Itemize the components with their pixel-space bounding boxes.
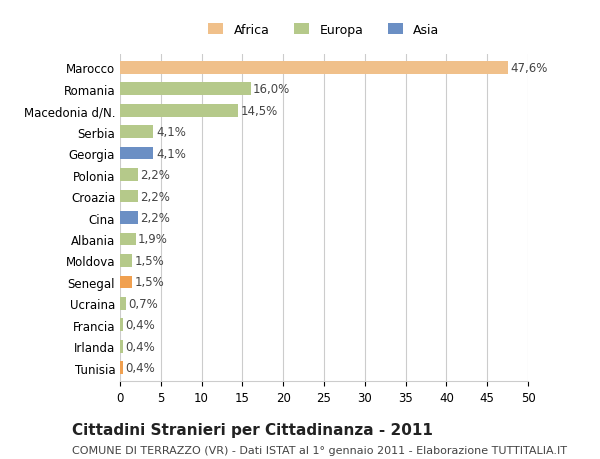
Text: COMUNE DI TERRAZZO (VR) - Dati ISTAT al 1° gennaio 2011 - Elaborazione TUTTITALI: COMUNE DI TERRAZZO (VR) - Dati ISTAT al …	[72, 445, 567, 455]
Legend: Africa, Europa, Asia: Africa, Europa, Asia	[203, 19, 445, 42]
Bar	[120, 212, 138, 224]
Text: 1,9%: 1,9%	[138, 233, 168, 246]
Bar	[120, 83, 251, 96]
Bar	[120, 126, 154, 139]
Text: 1,5%: 1,5%	[134, 276, 164, 289]
Bar	[120, 147, 154, 160]
Text: Cittadini Stranieri per Cittadinanza - 2011: Cittadini Stranieri per Cittadinanza - 2…	[72, 422, 433, 437]
Text: 2,2%: 2,2%	[140, 212, 170, 224]
Text: 47,6%: 47,6%	[511, 62, 548, 74]
Bar	[120, 297, 126, 310]
Bar	[120, 233, 136, 246]
Bar	[120, 104, 238, 117]
Bar	[120, 362, 123, 375]
Bar	[120, 169, 138, 182]
Text: 2,2%: 2,2%	[140, 190, 170, 203]
Text: 4,1%: 4,1%	[156, 126, 186, 139]
Text: 0,4%: 0,4%	[126, 319, 155, 332]
Bar	[120, 319, 123, 332]
Text: 16,0%: 16,0%	[253, 83, 290, 96]
Text: 0,4%: 0,4%	[126, 362, 155, 375]
Bar	[120, 62, 508, 74]
Bar	[120, 340, 123, 353]
Bar	[120, 254, 132, 267]
Text: 1,5%: 1,5%	[134, 254, 164, 268]
Bar	[120, 276, 132, 289]
Text: 4,1%: 4,1%	[156, 147, 186, 160]
Text: 14,5%: 14,5%	[241, 104, 278, 118]
Text: 2,2%: 2,2%	[140, 168, 170, 182]
Text: 0,4%: 0,4%	[126, 340, 155, 353]
Bar	[120, 190, 138, 203]
Text: 0,7%: 0,7%	[128, 297, 158, 310]
